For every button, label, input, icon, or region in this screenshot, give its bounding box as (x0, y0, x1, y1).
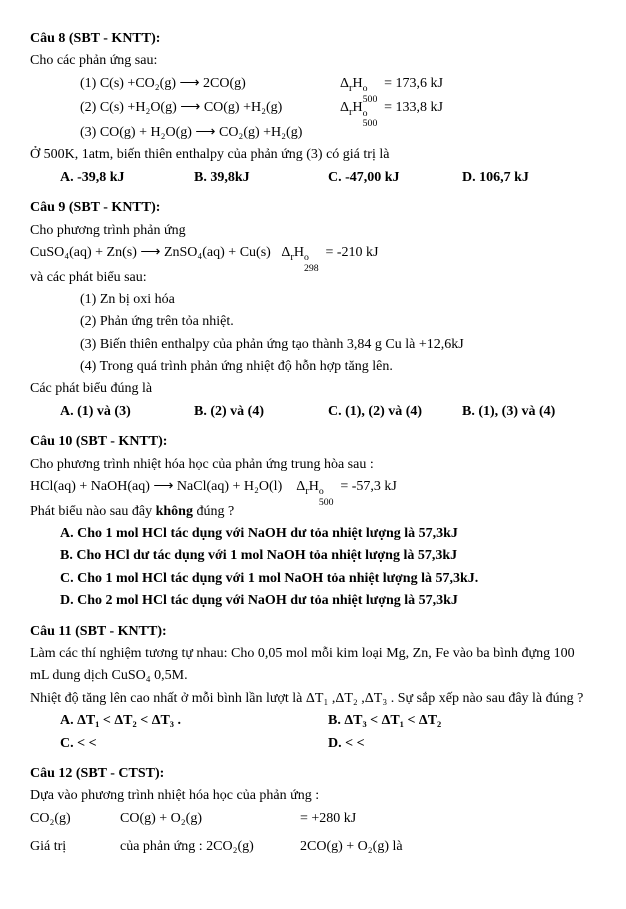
q11-opt-C: C. < < (30, 733, 328, 755)
q8-opt-B: B. 39,8kJ (194, 167, 328, 189)
q9-opt-D: B. (1), (3) và (4) (462, 401, 596, 423)
q8-rxn1-right: ΔrHo500 = 173,6 kJ (340, 73, 443, 98)
q8-opt-C: C. -47,00 kJ (328, 167, 462, 189)
q9-rxn: CuSO₄(aq) + Zn(s) ⟶ ZnSO₄(aq) + Cu(s) Δr… (30, 242, 596, 267)
q9-rxn-val: = -210 kJ (325, 245, 378, 260)
q10-q-post: đúng ? (193, 504, 234, 519)
q11-choices-row2: C. < < D. < < (30, 733, 596, 755)
q8-rxn3-left: (3) CO(g) + H₂O(g) ⟶ CO₂(g) +H₂(g) (80, 122, 340, 144)
q8-intro: Cho các phản ứng sau: (30, 50, 596, 72)
delta-H: H (353, 100, 363, 115)
q12-r2-r: 2CO(g) + O₂(g) là (300, 836, 403, 858)
delta-H: H (353, 76, 363, 91)
q8-rxn1-left: (1) C(s) +CO₂(g) ⟶ 2CO(g) (80, 73, 340, 95)
delta-symbol: Δ (340, 76, 349, 91)
q12-r2-l: Giá trị (30, 836, 120, 858)
delta-sub-500: 500 (363, 116, 378, 132)
q10-q-pre: Phát biểu nào sau đây (30, 504, 156, 519)
q9-intro: Cho phương trình phản ứng (30, 220, 596, 242)
q9-rxn-eq: CuSO₄(aq) + Zn(s) ⟶ ZnSO₄(aq) + Cu(s) (30, 245, 271, 260)
q9-opt-B: B. (2) và (4) (194, 401, 328, 423)
q8-rxn2-right: ΔrHo500 = 133,8 kJ (340, 97, 443, 122)
q9-question: Các phát biểu đúng là (30, 378, 596, 400)
q9-s2: (2) Phản ứng trên tỏa nhiệt. (30, 311, 596, 333)
q8-rxn2-val: = 133,8 kJ (384, 100, 443, 115)
q10-rxn-eq: HCl(aq) + NaOH(aq) ⟶ NaCl(aq) + H₂O(l) (30, 479, 282, 494)
q12-r1-l: CO₂(g) (30, 808, 120, 830)
delta-sub-500: 500 (319, 495, 334, 511)
q10-rxn-val: = -57,3 kJ (340, 479, 397, 494)
delta-sub-298: 298 (304, 261, 319, 277)
delta-symbol: Δ (340, 100, 349, 115)
q9-choices: A. (1) và (3) B. (2) và (4) C. (1), (2) … (30, 401, 596, 423)
q9-title: Câu 9 (SBT - KNTT): (30, 197, 596, 219)
q12-r1-m: CO(g) + O₂(g) (120, 808, 300, 830)
delta-symbol: Δ (281, 245, 290, 260)
q12-intro: Dựa vào phương trình nhiệt hóa học của p… (30, 785, 596, 807)
q9-s3: (3) Biến thiên enthalpy của phản ứng tạo… (30, 334, 596, 356)
q8-rxn1: (1) C(s) +CO₂(g) ⟶ 2CO(g) ΔrHo500 = 173,… (30, 73, 596, 98)
q9-s1: (1) Zn bị oxi hóa (30, 289, 596, 311)
q11-opt-B: B. ΔT₃ < ΔT₁ < ΔT₂ (328, 710, 596, 732)
q8-rxn3: (3) CO(g) + H₂O(g) ⟶ CO₂(g) +H₂(g) (30, 122, 596, 144)
q8-rxn2: (2) C(s) +H₂O(g) ⟶ CO(g) +H₂(g) ΔrHo500 … (30, 97, 596, 122)
q10-title: Câu 10 (SBT - KNTT): (30, 431, 596, 453)
q10-opt-B: B. Cho HCl dư tác dụng với 1 mol NaOH tỏ… (30, 545, 596, 567)
q11-opt-D: D. < < (328, 733, 596, 755)
q10-question: Phát biểu nào sau đây không đúng ? (30, 501, 596, 523)
q9-s4: (4) Trong quá trình phản ứng nhiệt độ hỗ… (30, 356, 596, 378)
q11-opt-A: A. ΔT₁ < ΔT₂ < ΔT₃ . (30, 710, 328, 732)
delta-H: H (294, 245, 304, 260)
q8-rxn1-val: = 173,6 kJ (384, 76, 443, 91)
q8-question: Ở 500K, 1atm, biến thiên enthalpy của ph… (30, 144, 596, 166)
q11-choices-row1: A. ΔT₁ < ΔT₂ < ΔT₃ . B. ΔT₃ < ΔT₁ < ΔT₂ (30, 710, 596, 732)
q10-opt-D: D. Cho 2 mol HCl tác dụng với NaOH dư tỏ… (30, 590, 596, 612)
q12-row1: CO₂(g) CO(g) + O₂(g) = +280 kJ (30, 808, 596, 830)
q11-title: Câu 11 (SBT - KNTT): (30, 621, 596, 643)
q11-p1: Làm các thí nghiệm tương tự nhau: Cho 0,… (30, 643, 596, 688)
q10-opt-C: C. Cho 1 mol HCl tác dụng với 1 mol NaOH… (30, 568, 596, 590)
q12-title: Câu 12 (SBT - CTST): (30, 763, 596, 785)
q10-intro: Cho phương trình nhiệt hóa học của phản … (30, 454, 596, 476)
delta-H: H (309, 479, 319, 494)
q8-rxn2-left: (2) C(s) +H₂O(g) ⟶ CO(g) +H₂(g) (80, 97, 340, 119)
delta-symbol: Δ (296, 479, 305, 494)
q12-r2-m: của phản ứng : 2CO₂(g) (120, 836, 300, 858)
q9-opt-A: A. (1) và (3) (30, 401, 194, 423)
q11-p2: Nhiệt độ tăng lên cao nhất ở mỗi bình lầ… (30, 688, 596, 710)
q8-opt-A: A. -39,8 kJ (30, 167, 194, 189)
q8-title: Câu 8 (SBT - KNTT): (30, 28, 596, 50)
q8-choices: A. -39,8 kJ B. 39,8kJ C. -47,00 kJ D. 10… (30, 167, 596, 189)
q10-opt-A: A. Cho 1 mol HCl tác dụng với NaOH dư tỏ… (30, 523, 596, 545)
q10-q-bold: không (156, 504, 193, 519)
q12-r1-r: = +280 kJ (300, 808, 356, 830)
q8-opt-D: D. 106,7 kJ (462, 167, 596, 189)
q10-rxn: HCl(aq) + NaOH(aq) ⟶ NaCl(aq) + H₂O(l) Δ… (30, 476, 596, 501)
q9-opt-C: C. (1), (2) và (4) (328, 401, 462, 423)
q12-row2: Giá trị của phản ứng : 2CO₂(g) 2CO(g) + … (30, 836, 596, 858)
